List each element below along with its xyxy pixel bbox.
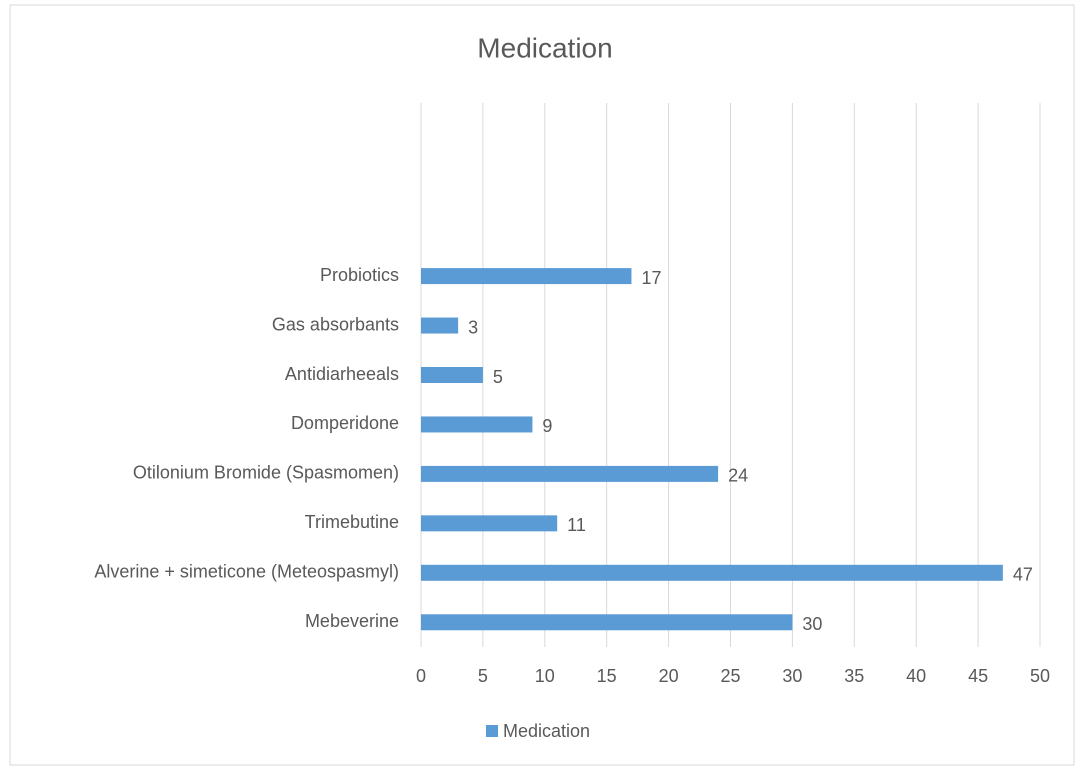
data-label: 9: [542, 416, 552, 436]
x-tick-label: 0: [416, 666, 426, 686]
x-tick-label: 10: [535, 666, 555, 686]
data-label: 47: [1013, 565, 1033, 585]
bar: [421, 564, 1003, 581]
x-tick-label: 45: [968, 666, 988, 686]
x-tick-label: 20: [659, 666, 679, 686]
bar: [421, 317, 459, 334]
y-tick-label: Gas absorbants: [272, 314, 399, 334]
y-tick-label: Mebeverine: [305, 611, 399, 631]
x-tick-label: 35: [844, 666, 864, 686]
legend-swatch: [486, 725, 498, 737]
y-tick-label: Domperidone: [291, 413, 399, 433]
data-label: 5: [493, 367, 503, 387]
bar: [421, 268, 632, 285]
bar: [421, 614, 793, 631]
x-tick-label: 50: [1030, 666, 1050, 686]
y-tick-label: Probiotics: [320, 265, 399, 285]
chart-border: [9, 4, 1075, 766]
data-label: 11: [567, 515, 586, 535]
bar: [421, 515, 558, 532]
data-label: 17: [641, 268, 661, 288]
y-tick-label: Antidiarheeals: [285, 364, 399, 384]
legend-label: Medication: [503, 721, 590, 741]
bar: [421, 416, 533, 433]
data-label: 24: [728, 466, 748, 486]
x-tick-label: 25: [720, 666, 740, 686]
x-tick-label: 40: [906, 666, 926, 686]
x-tick-label: 15: [597, 666, 617, 686]
data-label: 30: [802, 614, 822, 634]
y-tick-label: Alverine + simeticone (Meteospasmyl): [94, 562, 399, 582]
y-tick-label: Trimebutine: [305, 512, 399, 532]
chart-title: Medication: [477, 32, 612, 63]
x-tick-label: 30: [782, 666, 802, 686]
bar: [421, 465, 719, 482]
data-label: 3: [468, 317, 478, 337]
y-tick-label: Otilonium Bromide (Spasmomen): [133, 463, 399, 483]
x-tick-label: 5: [478, 666, 488, 686]
bar: [421, 367, 483, 383]
